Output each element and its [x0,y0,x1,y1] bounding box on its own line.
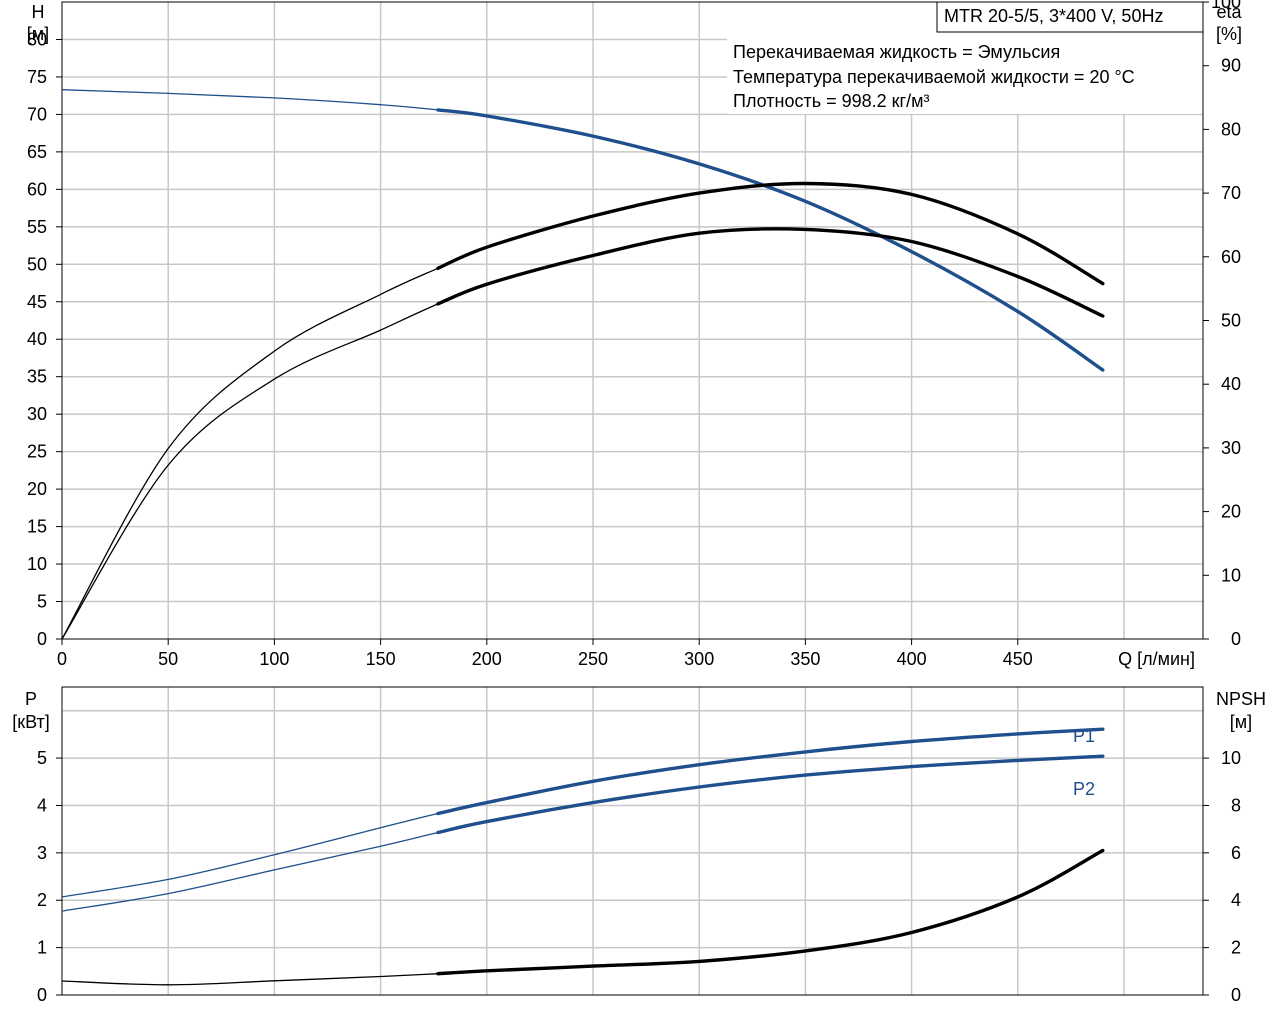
top-panel-curves [61,89,1105,640]
x-tick-label: 150 [366,649,396,669]
y-tick-label: 4 [37,795,47,815]
y-tick-label: 10 [27,554,47,574]
y-tick-label: 35 [27,367,47,387]
y2-axis-unit-eta: [%] [1216,24,1242,44]
y-tick-label: 0 [37,629,47,649]
y-tick-label: 3 [37,843,47,863]
x-axis-title: Q [л/мин] [1118,649,1195,669]
x-tick-label: 300 [684,649,714,669]
y2-tick-label: 70 [1221,183,1241,203]
series-p2-curve-duty [436,754,1105,835]
x-tick-label: 350 [790,649,820,669]
x-tick-label: 450 [1003,649,1033,669]
series-p1-curve-duty [436,727,1105,816]
annotation-density: Плотность = 998.2 кг/м³ [733,91,929,111]
y2-tick-label: 2 [1231,938,1241,958]
y2-tick-label: 10 [1221,748,1241,768]
y2-tick-label: 100 [1211,0,1241,12]
y-tick-label: 0 [37,985,47,1005]
y2-axis-unit-npsh: [м] [1230,712,1252,732]
series-p2-curve [61,755,1103,912]
series-efficiency-pump-curve-duty [436,181,1105,286]
y-tick-label: 55 [27,217,47,237]
y2-tick-label: 0 [1231,629,1241,649]
top-panel-grid [62,2,1203,639]
chart-title-box [936,1,1204,33]
series-head-curve-duty [436,108,1105,372]
annotation-fluid: Перекачиваемая жидкость = Эмульсия [733,42,1060,62]
x-tick-label: 0 [57,649,67,669]
x-tick-label: 200 [472,649,502,669]
y2-tick-label: 6 [1231,843,1241,863]
y2-tick-label: 4 [1231,890,1241,910]
y-axis-unit-h: [м] [27,24,49,44]
series-label-p2: P2 [1073,779,1095,799]
y-tick-label: 70 [27,104,47,124]
y2-tick-label: 60 [1221,247,1241,267]
y2-tick-label: 50 [1221,311,1241,331]
series-efficiency-total-curve-duty [436,227,1105,318]
y-tick-label: 2 [37,890,47,910]
bottom-panel-frame [61,686,1204,996]
y-tick-label: 50 [27,254,47,274]
y2-tick-label: 8 [1231,795,1241,815]
y-tick-label: 5 [37,592,47,612]
top-panel-ticks: 0 5 10 15 20 25 30 35 40 45 50 55 60 65 70 75 80 0 10 20 30 4… [27,0,1241,669]
y-tick-label: 30 [27,404,47,424]
series-head-curve [61,89,1104,371]
y-tick-label: 75 [27,67,47,87]
x-axis-title-bg [1106,643,1202,667]
series-efficiency-total-curve [61,228,1104,640]
x-tick-label: 50 [158,649,178,669]
y-tick-label: 5 [37,748,47,768]
y-tick-label: 80 [27,29,47,49]
annotation-temperature: Температура перекачиваемой жидкости = 20… [733,67,1135,87]
x-tick-label: 250 [578,649,608,669]
y-tick-label: 20 [27,479,47,499]
y2-tick-label: 40 [1221,374,1241,394]
y2-tick-label: 30 [1221,438,1241,458]
series-p1-curve [61,728,1103,898]
y2-axis-title-eta: eta [1216,2,1242,22]
y2-tick-label: 10 [1221,565,1241,585]
y-tick-label: 40 [27,329,47,349]
series-npsh-curve [61,849,1104,986]
annotation-box [727,34,1202,114]
y-axis-unit-p: [кВт] [12,712,50,732]
y2-tick-label: 0 [1231,985,1241,1005]
bottom-panel-ticks: 0 1 2 3 4 5 0 2 4 6 8 10 [37,748,1241,1005]
series-npsh-curve-duty [436,848,1105,976]
y-tick-label: 15 [27,517,47,537]
y-axis-title-p: P [25,689,37,709]
y-axis-title-h: H [32,2,45,22]
chart-title: MTR 20-5/5, 3*400 V, 50Hz [944,6,1163,26]
bottom-panel-curves [61,727,1105,986]
y-tick-label: 60 [27,179,47,199]
y-tick-label: 65 [27,142,47,162]
y-tick-label: 25 [27,442,47,462]
y-tick-label: 45 [27,292,47,312]
y2-axis-title-npsh: NPSH [1216,689,1266,709]
y2-tick-label: 20 [1221,502,1241,522]
y2-tick-label: 80 [1221,119,1241,139]
y-tick-label: 1 [37,938,47,958]
x-tick-label: 400 [897,649,927,669]
y2-tick-label: 90 [1221,56,1241,76]
x-tick-label: 100 [259,649,289,669]
